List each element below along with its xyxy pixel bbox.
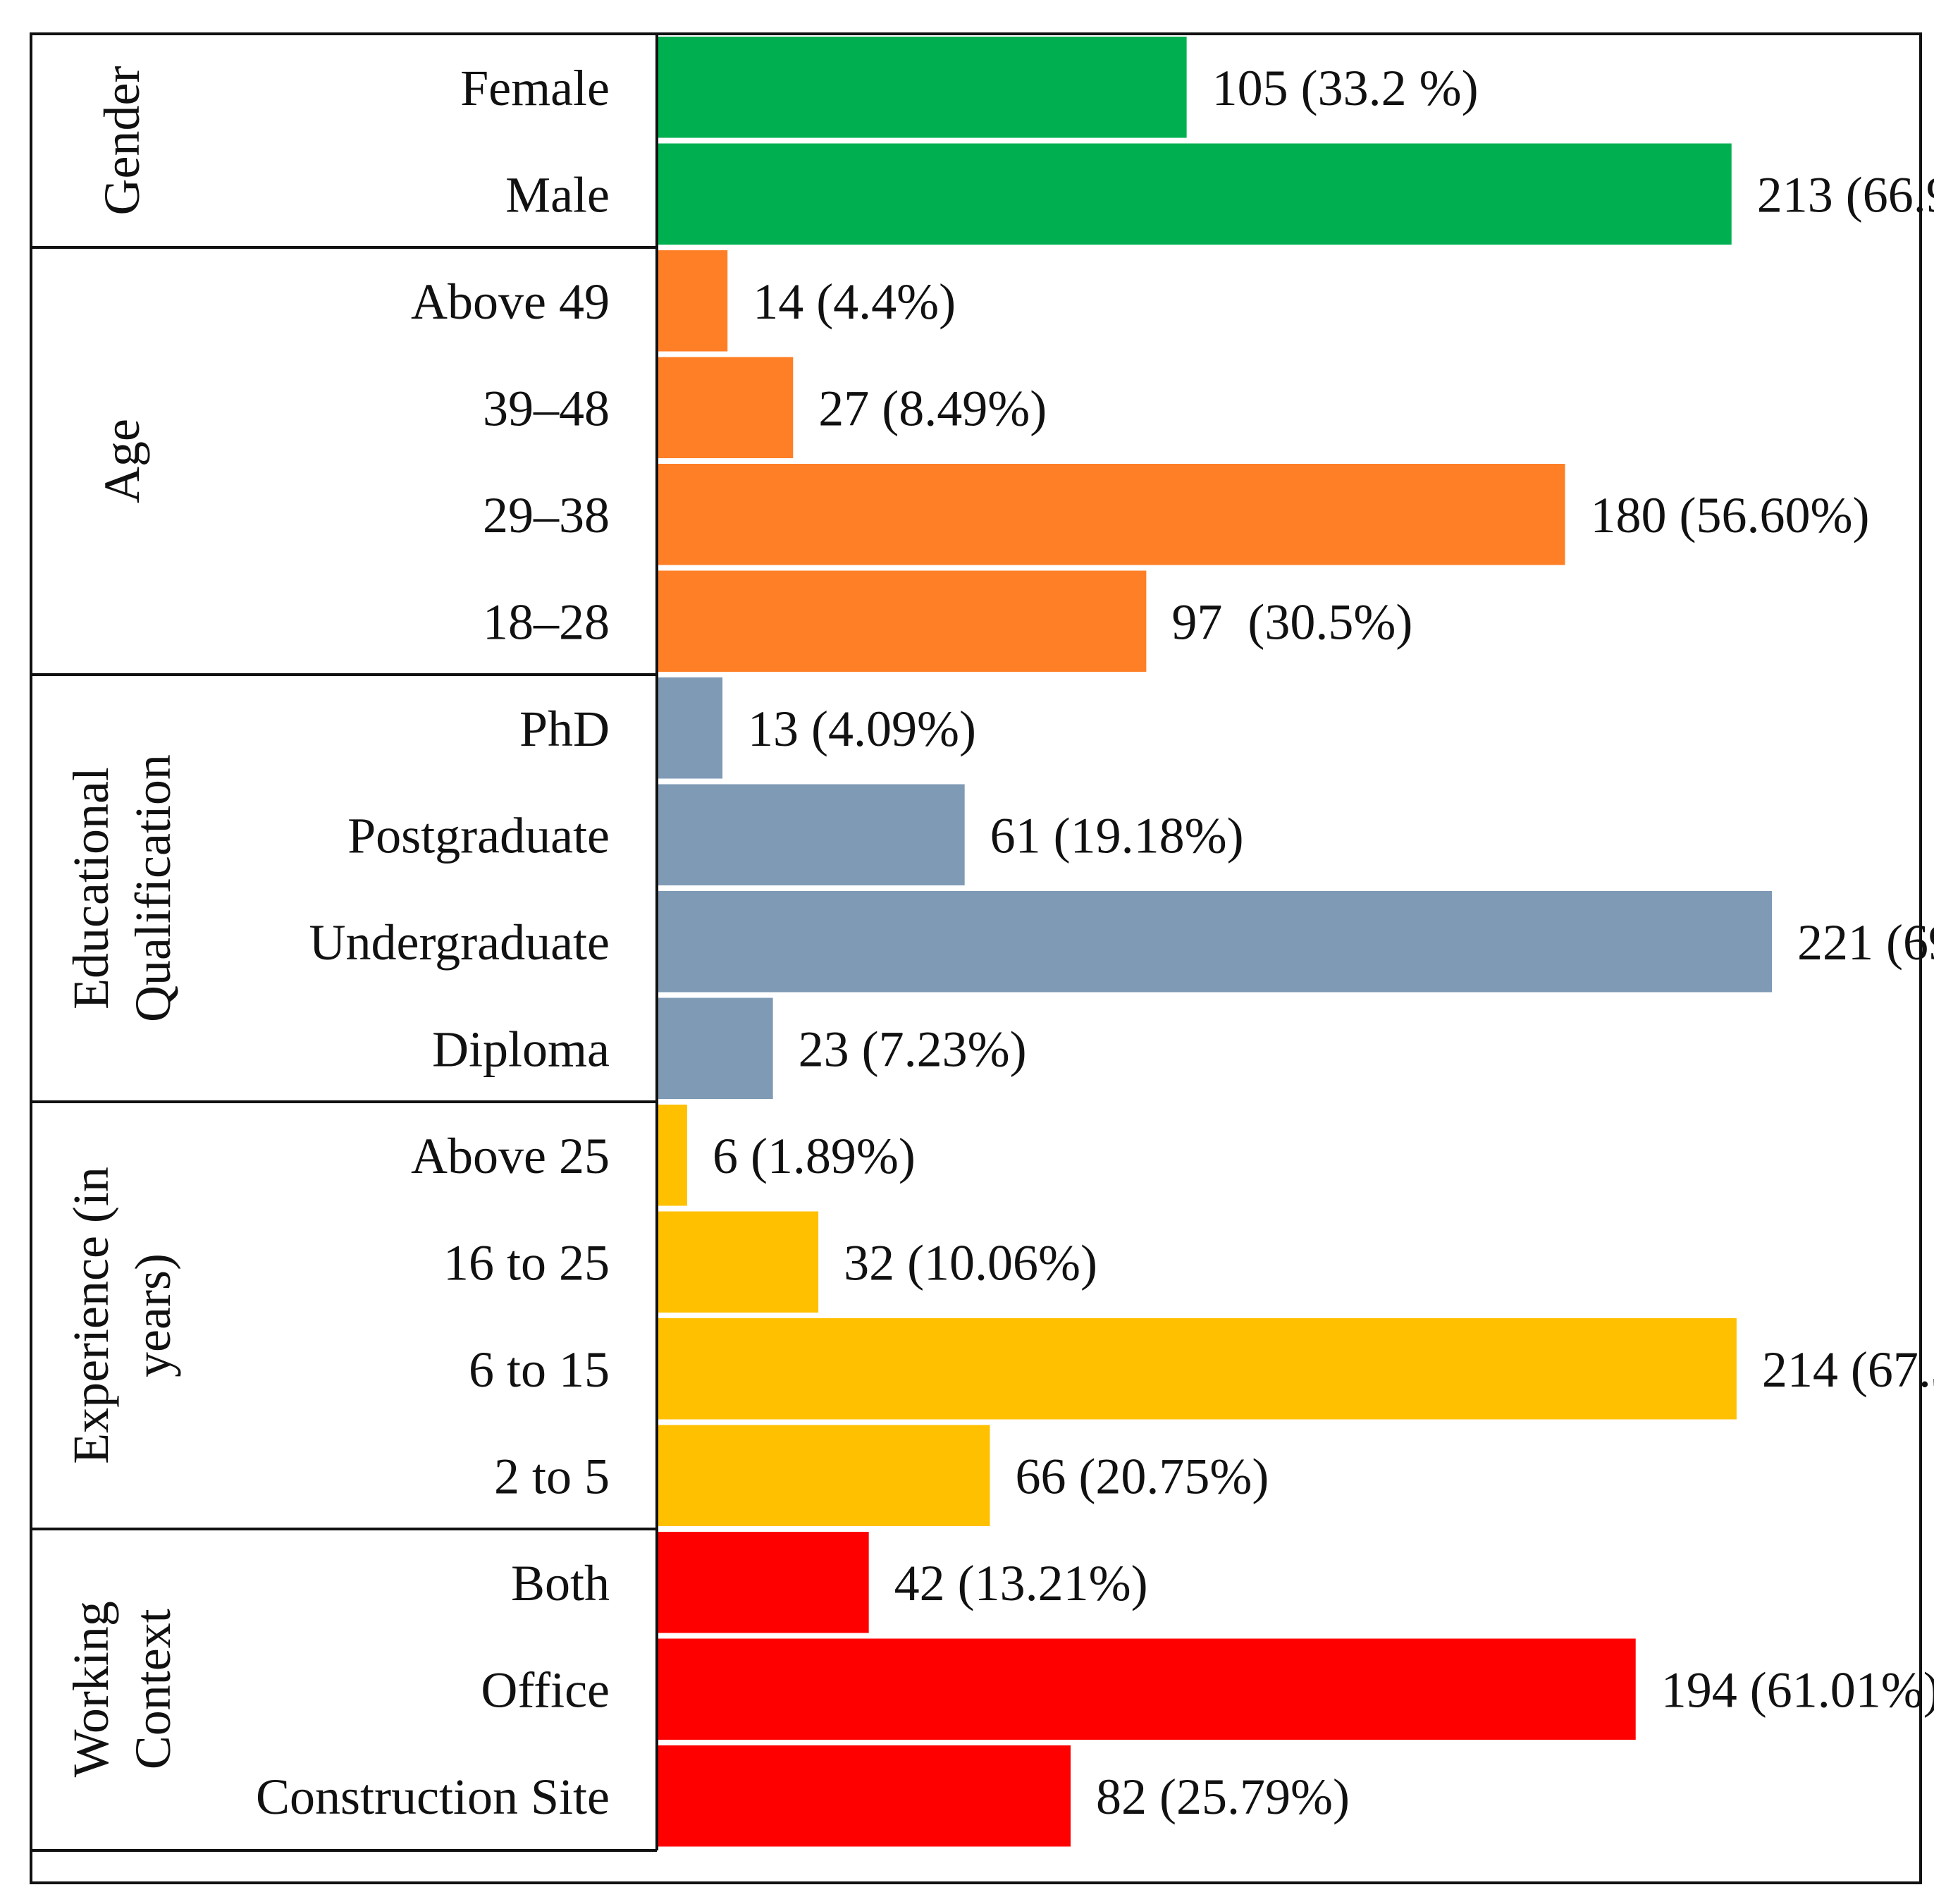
category-label: Above 25 [411,1128,610,1184]
data-label: 214 (67.3%) [1762,1341,1934,1398]
data-label: 13 (4.09%) [748,701,976,757]
bar [657,1745,1071,1847]
data-label: 14 (4.4%) [753,274,956,330]
category-label: Construction Site [256,1769,610,1825]
group-label: Gender [94,66,150,216]
bar [657,357,794,458]
category-label: Both [511,1555,610,1611]
data-label: 213 (66.98%) [1757,166,1934,223]
bar [657,1425,990,1526]
bar [657,570,1147,672]
category-label: Office [481,1662,610,1718]
data-label: 82 (25.79%) [1096,1769,1350,1825]
category-label: Above 49 [411,274,610,330]
category-label: 6 to 15 [469,1341,610,1398]
group-label-line: Experience (in [63,1167,119,1464]
category-label: PhD [519,701,610,757]
category-label: Male [505,166,610,223]
group-label-line: Educational [63,767,119,1009]
category-label: 18–28 [483,594,610,650]
data-label: 23 (7.23%) [799,1021,1027,1077]
data-label: 61 (19.18%) [990,807,1244,864]
data-label: 97 (30.5%) [1171,594,1412,650]
chart-frame [30,32,1922,1884]
bar [657,784,965,885]
bar [657,1638,1636,1740]
bar [657,1532,869,1633]
data-label: 194 (61.01%) [1661,1662,1934,1718]
bar [657,1105,687,1206]
bar [657,250,728,352]
category-label: Postgraduate [347,807,610,864]
group-label-line: Age [94,419,150,503]
data-label: 32 (10.06%) [844,1234,1097,1291]
bar [657,464,1565,565]
bar [657,1318,1737,1420]
group-label-line: Gender [94,66,150,216]
group-label-line: years) [125,1253,181,1377]
data-label: 180 (56.60%) [1591,487,1870,543]
group-label-line: Qualification [125,754,181,1022]
category-label: 39–48 [483,380,610,436]
group-label: Experience (in years) [63,1167,181,1464]
category-label: 29–38 [483,487,610,543]
category-label: Female [460,60,610,116]
bar [657,997,773,1099]
bar [657,37,1187,138]
group-label: Age [94,419,150,503]
bar [657,1211,819,1313]
category-label: Diploma [432,1021,610,1077]
category-label: 2 to 5 [494,1448,610,1504]
category-label: Undergraduate [309,914,610,971]
bar [657,143,1732,245]
data-label: 6 (1.89%) [713,1128,916,1184]
bar [657,677,723,779]
data-label: 105 (33.2 %) [1212,60,1479,116]
data-label: 221 (69.5%) [1797,914,1934,971]
group-label: Working Context [63,1601,181,1777]
group-label-line: Working [63,1601,119,1777]
category-label: 16 to 25 [443,1234,610,1291]
data-label: 42 (13.21%) [894,1555,1148,1611]
group-label-line: Context [125,1609,181,1769]
group-label: Educational Qualification [63,754,181,1022]
data-label: 27 (8.49%) [818,380,1047,436]
bar [657,891,1772,993]
data-label: 66 (20.75%) [1015,1448,1269,1504]
